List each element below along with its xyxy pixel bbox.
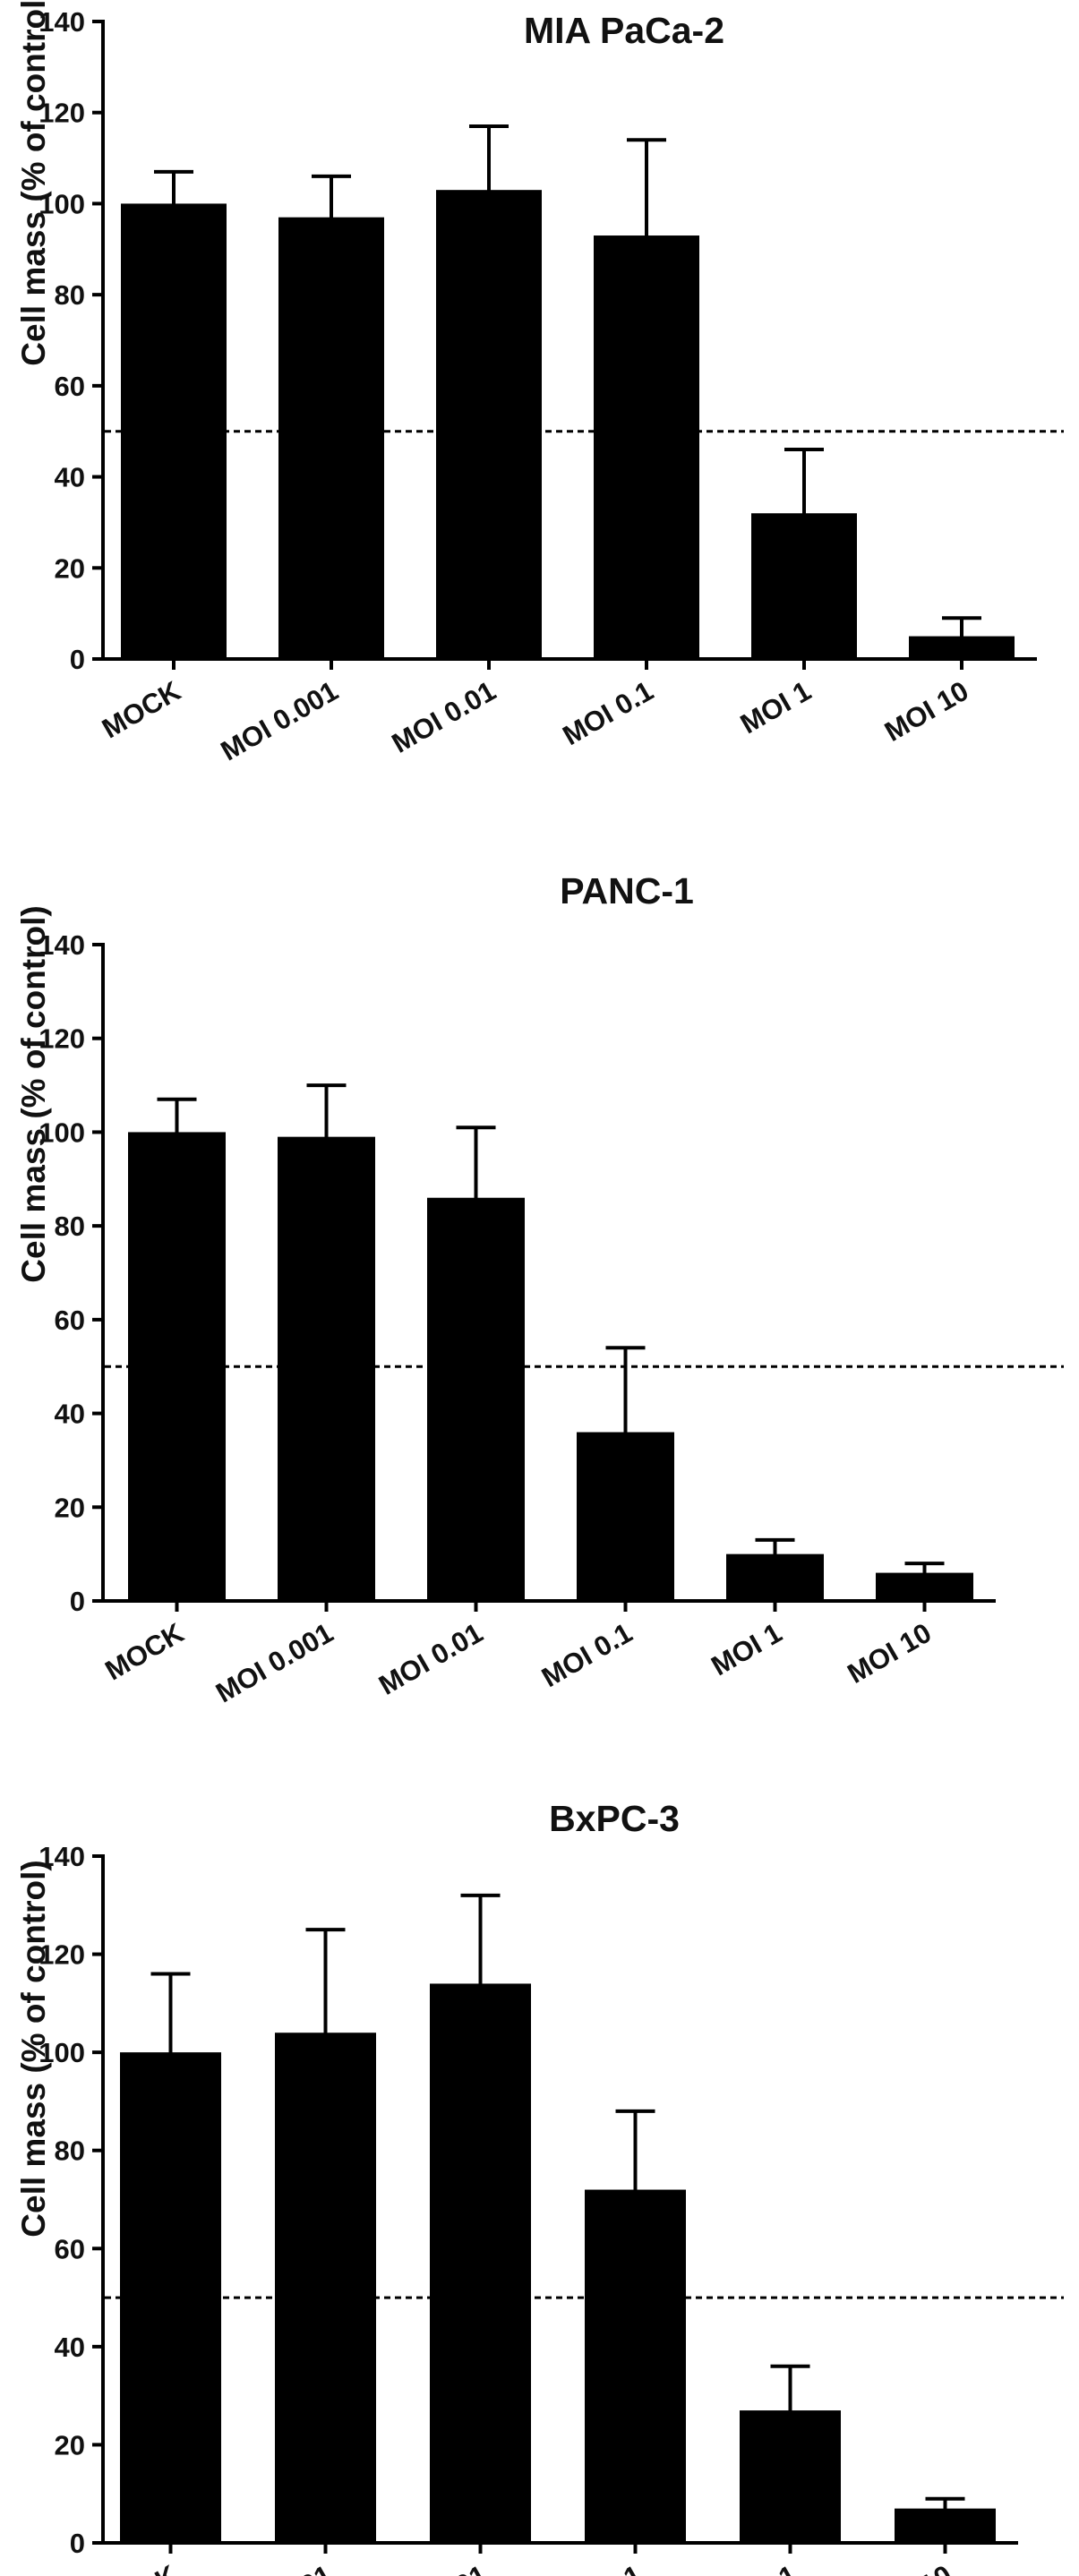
x-tick-label: MOI 0.1	[546, 2559, 647, 2576]
bars	[121, 190, 1015, 659]
chart-panel-bxpc-3: BxPC-3 Cell mass (% of control) 0 20 40 60 8…	[15, 1798, 1064, 2576]
bar-moi-0-01	[430, 1983, 531, 2543]
y-tick-label: 80	[55, 279, 85, 311]
y-axis: 0 20 40 60 80 100 120 140	[39, 6, 105, 675]
bar-moi-0-01	[427, 1197, 525, 1601]
bars	[128, 1132, 973, 1601]
bar-moi-0-1	[585, 2189, 686, 2543]
y-axis-label: Cell mass (% of control)	[15, 0, 52, 366]
x-tick-label: MOI 1	[735, 675, 817, 740]
y-tick-label: 80	[55, 1211, 85, 1242]
error-bars	[154, 124, 981, 642]
bar-moi-0-1	[577, 1432, 674, 1601]
y-axis: 0 20 40 60 80 100 120 140	[39, 1841, 105, 2559]
x-tick-label: MOCK	[99, 1616, 189, 1686]
error-bars	[157, 1083, 945, 1579]
y-axis: 0 20 40 60 80 100 120 140	[39, 929, 105, 1617]
y-tick-label: 20	[55, 1492, 85, 1523]
y-tick-label: 100	[39, 2037, 85, 2068]
x-tick-label: MOI 0.1	[558, 675, 659, 751]
y-tick-label: 140	[39, 6, 85, 38]
bar-moi-1	[751, 513, 857, 659]
y-tick-label: 100	[39, 1117, 85, 1148]
x-tick-label: MOI 0.01	[373, 1617, 488, 1701]
y-tick-label: 0	[70, 2528, 85, 2559]
y-tick-label: 20	[55, 2429, 85, 2460]
y-tick-label: 100	[39, 188, 85, 219]
chart-title: BxPC-3	[549, 1798, 680, 1839]
x-axis: MOCK MOI 0.001 MOI 0.01 MOI 0.1 MOI 1 MOI 10	[93, 2541, 1018, 2576]
x-axis: MOCK MOI 0.001 MOI 0.01 MOI 0.1 MOI 1 MOI 10	[97, 657, 1037, 767]
error-bars	[150, 1893, 965, 2514]
x-tick-label: MOI 10	[879, 675, 974, 748]
bar-moi-1	[740, 2410, 841, 2543]
x-tick-label: MOI 0.01	[378, 2559, 492, 2576]
x-axis: MOCK MOI 0.001 MOI 0.01 MOI 0.1 MOI 1 MOI 10	[99, 1599, 996, 1709]
bars	[120, 1983, 996, 2543]
bar-moi-0-1	[594, 235, 699, 659]
bar-moi-0-001	[278, 1136, 375, 1601]
y-tick-label: 0	[70, 644, 85, 675]
y-tick-label: 120	[39, 98, 85, 129]
x-tick-label: MOI 0.001	[210, 1617, 338, 1709]
y-tick-label: 60	[55, 1305, 85, 1336]
x-tick-label: MOI 0.1	[536, 1617, 638, 1693]
y-tick-label: 140	[39, 1841, 85, 1872]
y-tick-label: 120	[39, 1939, 85, 1971]
x-tick-label: MOI 1	[706, 1617, 787, 1682]
x-tick-label: MOI 10	[842, 1617, 937, 1690]
x-tick-label: MOCK	[97, 674, 186, 744]
chart-panel-mia-paca-2: MIA PaCa-2 Cell mass (% of control) 0 20 4…	[15, 0, 1064, 766]
y-tick-label: 120	[39, 1023, 85, 1055]
bar-moi-10	[895, 2508, 996, 2543]
bar-mock	[128, 1132, 226, 1601]
x-tick-label: MOI 0.001	[210, 2559, 338, 2576]
y-tick-label: 60	[55, 371, 85, 402]
y-axis-label: Cell mass (% of control)	[15, 1860, 52, 2237]
y-tick-label: 140	[39, 929, 85, 961]
y-tick-label: 80	[55, 2135, 85, 2167]
y-tick-label: 60	[55, 2233, 85, 2264]
x-tick-label: MOI 0.01	[387, 675, 501, 759]
y-tick-label: 40	[55, 2332, 85, 2363]
bar-moi-1	[726, 1553, 824, 1601]
chart-title: MIA PaCa-2	[524, 10, 724, 51]
x-tick-label: MOCK	[93, 2558, 183, 2576]
x-tick-label: MOI 1	[721, 2559, 802, 2576]
bar-moi-0-001	[278, 217, 384, 659]
chart-title: PANC-1	[560, 870, 694, 911]
x-tick-label: MOI 10	[862, 2559, 957, 2576]
bar-moi-0-001	[275, 2033, 376, 2543]
x-tick-label: MOI 0.001	[216, 675, 344, 767]
y-tick-label: 0	[70, 1586, 85, 1617]
bar-moi-0-01	[436, 190, 542, 659]
y-tick-label: 40	[55, 1399, 85, 1430]
y-tick-label: 20	[55, 552, 85, 584]
chart-panel-panc-1: PANC-1 Cell mass (% of control) 0 20 40 60 8…	[15, 870, 1064, 1708]
y-axis-label: Cell mass (% of control)	[15, 905, 52, 1282]
y-tick-label: 40	[55, 462, 85, 493]
